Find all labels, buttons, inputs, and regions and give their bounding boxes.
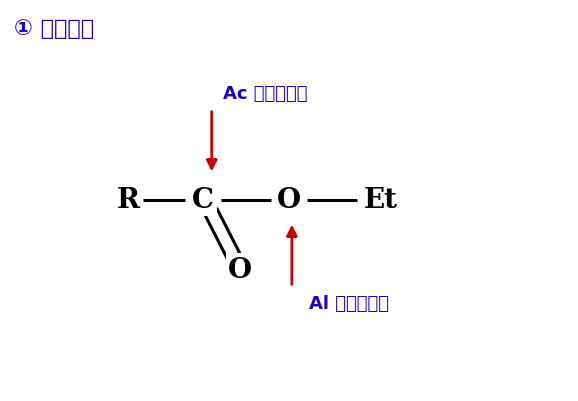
Text: Al 烷氧键断裂: Al 烷氧键断裂 [309, 294, 389, 312]
Text: C: C [192, 187, 214, 214]
Text: Ac 酰氧键断裂: Ac 酰氧键断裂 [223, 85, 307, 103]
Text: O: O [228, 256, 253, 283]
Text: Et: Et [364, 187, 398, 214]
Text: R: R [117, 187, 140, 214]
Text: ① 鉗的水解: ① 鉗的水解 [14, 18, 94, 38]
Text: O: O [277, 187, 301, 214]
